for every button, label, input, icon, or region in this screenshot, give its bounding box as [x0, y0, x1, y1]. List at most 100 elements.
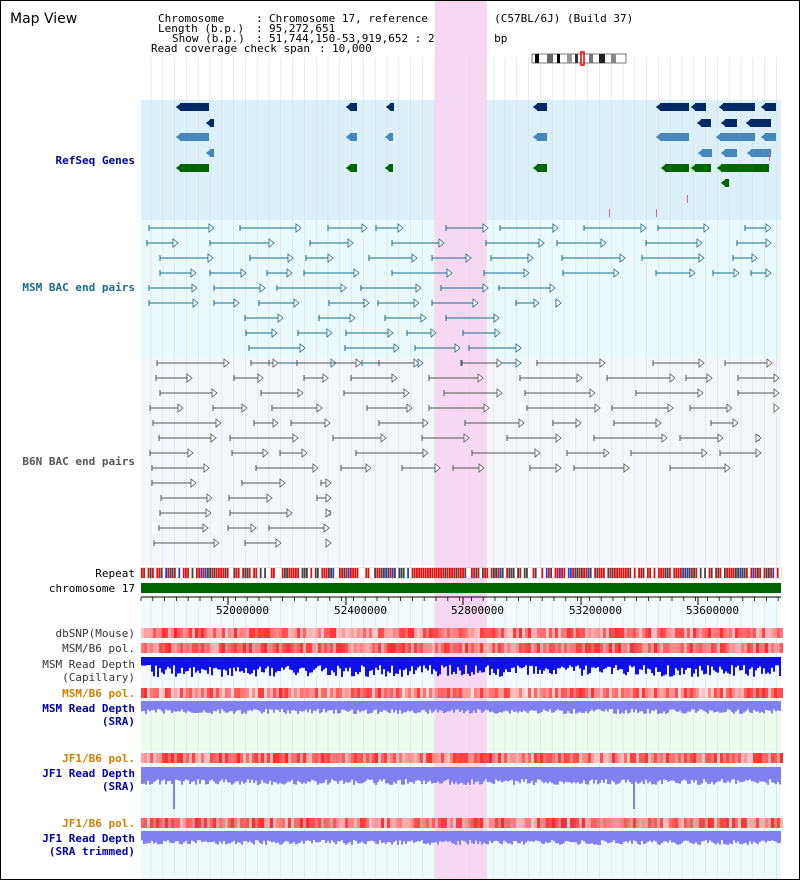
msm-cap-depth-bar	[453, 657, 455, 672]
msm-b6-pol-heat-2-cell	[576, 688, 579, 698]
jf1-b6-pol-heat-1-cell	[492, 753, 495, 763]
jf1-trim-depth-bar	[681, 831, 683, 844]
msm-b6-pol-heat-1-cell	[705, 643, 708, 653]
msm-cap-depth-bar	[267, 657, 269, 667]
msm-b6-pol-heat-1-cell	[711, 643, 714, 653]
msm-sra-depth-bar	[203, 701, 205, 711]
jf1-b6-pol-heat-2-cell	[639, 818, 642, 828]
msm-pair-2-r	[411, 253, 418, 263]
jf1-b6-pol-heat-2-cell	[483, 818, 486, 828]
msm-b6-pol-heat-2-cell	[543, 688, 546, 698]
msm-sra-depth-bar	[629, 701, 631, 713]
label-refseq-genes[interactable]: RefSeq Genes	[55, 154, 135, 167]
msm-b6-pol-heat-2-cell	[777, 688, 780, 698]
msm-b6-pol-heat-1-cell	[732, 643, 735, 653]
jf1-b6-pol-heat-2-cell	[594, 818, 597, 828]
label-msm-depth-cap-2: (Capillary)	[62, 671, 135, 684]
jf1-trim-depth-bar	[755, 831, 757, 844]
jf1-sra-depth-bar	[141, 767, 143, 784]
msm-sra-depth-bar	[155, 701, 157, 713]
label-jf1-depth-trim-2: (SRA trimmed)	[48, 845, 135, 858]
jf1-trim-depth-bar	[307, 831, 309, 841]
msm-pair-2-r	[527, 253, 534, 263]
jf1-b6-pol-heat-2-cell	[477, 818, 480, 828]
jf1-b6-pol-heat-2-cell	[219, 818, 222, 828]
msm-cap-depth-bar	[479, 657, 481, 671]
msm-b6-pol-heat-2-cell	[363, 688, 366, 698]
dbsnp-heat-cell	[321, 628, 324, 638]
label-b6n-bac[interactable]: B6N BAC end pairs	[22, 455, 135, 468]
msm-sra-depth-bar	[585, 701, 587, 712]
ideogram-band	[611, 54, 616, 63]
msm-b6-pol-heat-2-cell	[399, 688, 402, 698]
repeat-cell	[618, 568, 621, 578]
jf1-trim-depth-bar	[521, 831, 523, 842]
msm-cap-depth-bar	[281, 657, 283, 668]
msm-cap-depth-bar	[373, 657, 375, 675]
dbsnp-heat-cell	[486, 628, 489, 638]
jf1-trim-depth-bar	[175, 831, 177, 842]
msm-pair-5-r	[472, 298, 479, 308]
msm-sra-depth-bar	[143, 701, 145, 712]
dbsnp-heat-cell	[363, 628, 366, 638]
refseq-gene-0-4-exon	[660, 103, 689, 111]
jf1-b6-pol-heat-2-cell	[723, 818, 726, 828]
msm-b6-pol-heat-2-cell	[159, 688, 162, 698]
msm-b6-pol-heat-2-cell	[246, 688, 249, 698]
jf1-b6-pol-heat-1-cell	[564, 753, 567, 763]
jf1-b6-pol-heat-1-cell	[264, 753, 267, 763]
dbsnp-heat-cell	[348, 628, 351, 638]
msm-sra-depth-bar	[427, 701, 429, 714]
msm-cap-depth-bar	[185, 657, 187, 672]
msm-cap-depth-bar	[477, 657, 479, 673]
repeat-cell	[721, 568, 724, 578]
msm-b6-pol-heat-1-cell	[333, 643, 336, 653]
msm-cap-depth-bar	[385, 657, 387, 677]
jf1-b6-pol-heat-1-cell	[510, 753, 513, 763]
msm-b6-pol-heat-2-cell	[174, 688, 177, 698]
msm-cap-depth-bar	[273, 657, 275, 677]
jf1-sra-depth-bar	[351, 767, 353, 780]
msm-cap-depth-bar	[735, 657, 737, 668]
jf1-sra-depth-bar	[157, 767, 159, 780]
repeat-cell	[664, 568, 667, 578]
jf1-sra-depth-bar	[349, 767, 351, 783]
jf1-trim-depth-bar	[339, 831, 341, 842]
repeat-cell	[697, 568, 700, 578]
jf1-trim-depth-bar	[485, 831, 487, 844]
msm-b6-pol-heat-2-cell	[315, 688, 318, 698]
dbsnp-heat-cell	[621, 628, 624, 638]
jf1-b6-pol-heat-2-cell	[357, 818, 360, 828]
repeat-cell	[614, 568, 616, 578]
msm-b6-pol-heat-1-cell	[381, 643, 384, 653]
jf1-sra-depth-bar	[701, 767, 703, 784]
msm-b6-pol-heat-2-cell	[477, 688, 480, 698]
jf1-trim-depth-bar	[513, 831, 515, 841]
dbsnp-heat-cell	[564, 628, 567, 638]
chromosome-ideogram[interactable]	[531, 51, 627, 66]
msm-sra-depth-bar	[469, 701, 471, 714]
label-msm-bac[interactable]: MSM BAC end pairs	[22, 281, 135, 294]
label-jf1-depth-sra-2: (SRA)	[101, 780, 135, 793]
msm-b6-pol-heat-2-cell	[492, 688, 495, 698]
msm-cap-depth-bar	[775, 657, 777, 666]
msm-cap-depth-bar	[449, 657, 451, 666]
msm-sra-depth-bar	[173, 701, 175, 712]
msm-b6-pol-heat-2-cell	[510, 688, 513, 698]
msm-cap-depth-bar	[719, 657, 721, 667]
jf1-b6-pol-heat-2-cell	[705, 818, 708, 828]
msm-cap-depth-bar	[623, 657, 625, 674]
repeat-cell	[684, 568, 687, 578]
msm-sra-depth-bar	[179, 701, 181, 712]
msm-sra-depth-bar	[319, 701, 321, 714]
msm-b6-pol-heat-2-cell	[603, 688, 606, 698]
msm-cap-depth-bar	[501, 657, 503, 676]
axis-tick-label-1: 52000000	[216, 604, 269, 617]
msm-sra-depth-bar	[271, 701, 273, 710]
jf1-sra-depth-bar	[361, 767, 363, 784]
b6n-pair-2-r	[589, 388, 596, 398]
msm-cap-depth-bar	[163, 657, 165, 675]
repeat-cell	[204, 568, 207, 578]
jf1-trim-depth-bar	[533, 831, 535, 842]
